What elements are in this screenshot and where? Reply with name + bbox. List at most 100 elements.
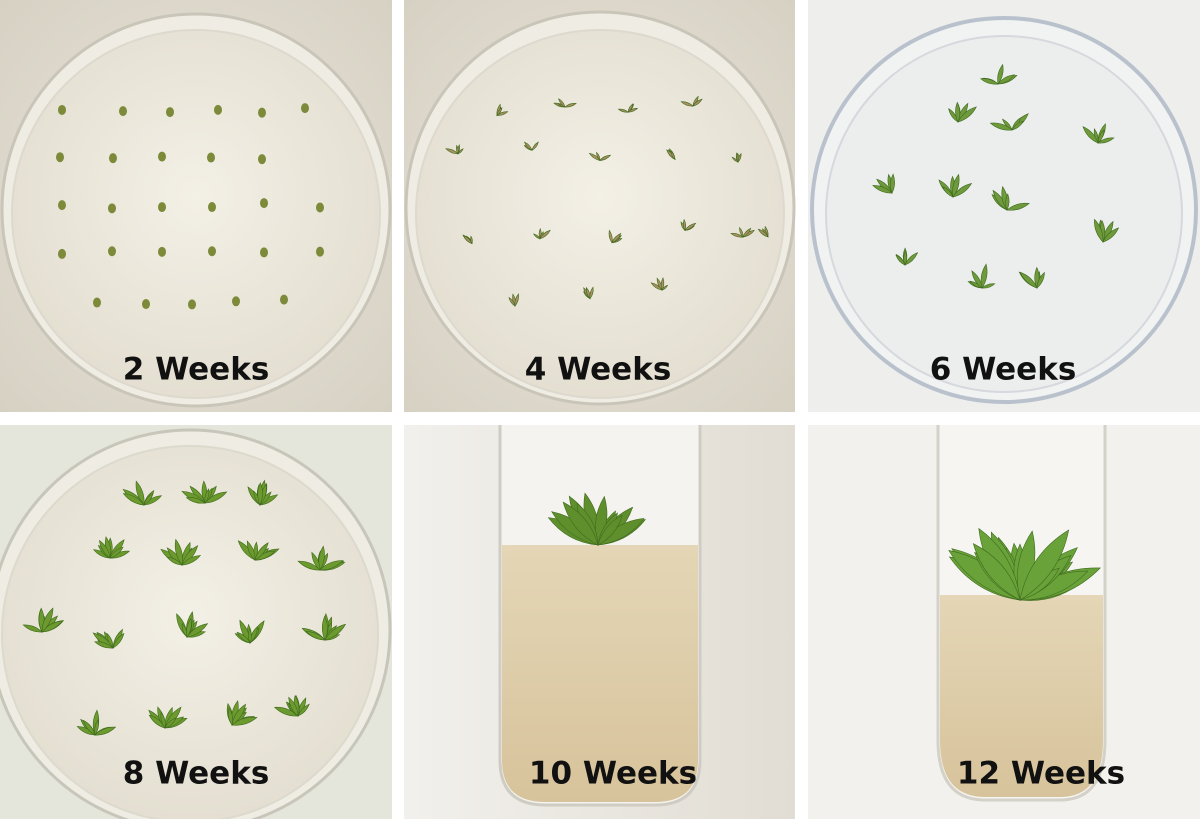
plantlet [204,491,228,504]
plantlet [321,615,328,641]
plantlet [258,107,266,118]
plantlet [589,286,594,300]
plantlet [957,106,977,123]
plantlet [692,98,703,107]
plantlet [730,233,744,238]
plantlet [319,560,344,571]
plantlet [1082,126,1099,144]
plantlet [1019,529,1070,601]
plantlet [56,152,64,163]
plantlet [1097,129,1105,144]
plantlet [164,717,177,729]
plantlet [608,229,613,244]
plantlet [558,98,566,108]
plantlet [41,607,54,633]
plantlet [228,707,233,726]
plantlet [109,546,124,559]
plantlet [564,102,577,108]
plantlet [997,63,1004,85]
panel-label: 12 Weeks [957,756,1125,792]
plantlet [236,631,251,644]
plantlet [208,202,216,213]
plantlet [214,104,222,115]
medium [502,545,698,802]
plantlet [1094,218,1104,243]
plantlet [231,716,258,726]
plantlet [980,263,988,289]
plantlet [280,294,288,305]
plantlet [186,623,209,638]
medium [940,595,1103,797]
plantlet [942,186,954,198]
plantlet [94,719,99,736]
plantlet [311,551,321,571]
plantlet [246,540,256,561]
plantlet [58,200,66,211]
plantlet [457,148,464,155]
plantlet [597,514,623,546]
plantlet [247,627,252,644]
agar [11,29,381,399]
plantlet [288,696,299,717]
plantlet [232,296,240,307]
plantlet [254,542,269,561]
plantlet [979,78,999,85]
plantlet [895,254,906,266]
plantlet [93,297,101,308]
plantlet [952,182,973,198]
plantlet [524,141,533,151]
plantlet [257,482,263,506]
plantlet [160,711,166,729]
panel-label: 10 Weeks [529,756,697,792]
plantlet [599,154,612,161]
plantlet [258,154,266,165]
panel-label: 2 Weeks [123,352,270,388]
plantlet [1011,120,1024,131]
agar [825,35,1183,393]
plantlet [297,560,321,571]
plantlet [997,74,1016,85]
plantlet [533,233,541,240]
plantlet [297,703,310,717]
plantlet [661,284,669,291]
plantlet [119,106,127,117]
plantlet [627,103,634,113]
plantlet [670,150,676,161]
plantlet [445,148,459,155]
plantlet [148,714,166,729]
plantlet [260,198,268,209]
plantlet [112,632,125,649]
plantlets [22,63,1120,736]
plantlet [539,229,551,240]
plantlet [650,282,663,291]
plantlet [185,497,206,504]
plantlet [142,299,150,310]
plantlet [981,283,996,289]
plantlet [1102,227,1120,243]
plantlet [22,624,43,633]
plantlet [496,107,503,117]
plantlet [158,151,166,162]
plantlet [617,108,629,113]
plantlet [166,556,183,566]
plantlet [122,493,145,506]
plantlet [181,555,202,566]
plantlet [955,101,961,123]
plantlet [872,185,893,194]
plantlet [204,488,210,504]
plantlet [99,539,111,559]
panel-label: 8 Weeks [123,756,270,792]
plantlet [166,107,174,118]
plantlet [301,103,309,114]
plantlet [611,232,622,244]
plantlet [731,156,739,163]
plantlet [989,122,1013,131]
plantlet [260,247,268,258]
plantlet [757,228,769,238]
panel-label: 4 Weeks [525,352,672,388]
plantlet [680,101,694,107]
plantlet [94,726,117,736]
plantlet [186,617,192,638]
plantlet [682,218,687,232]
